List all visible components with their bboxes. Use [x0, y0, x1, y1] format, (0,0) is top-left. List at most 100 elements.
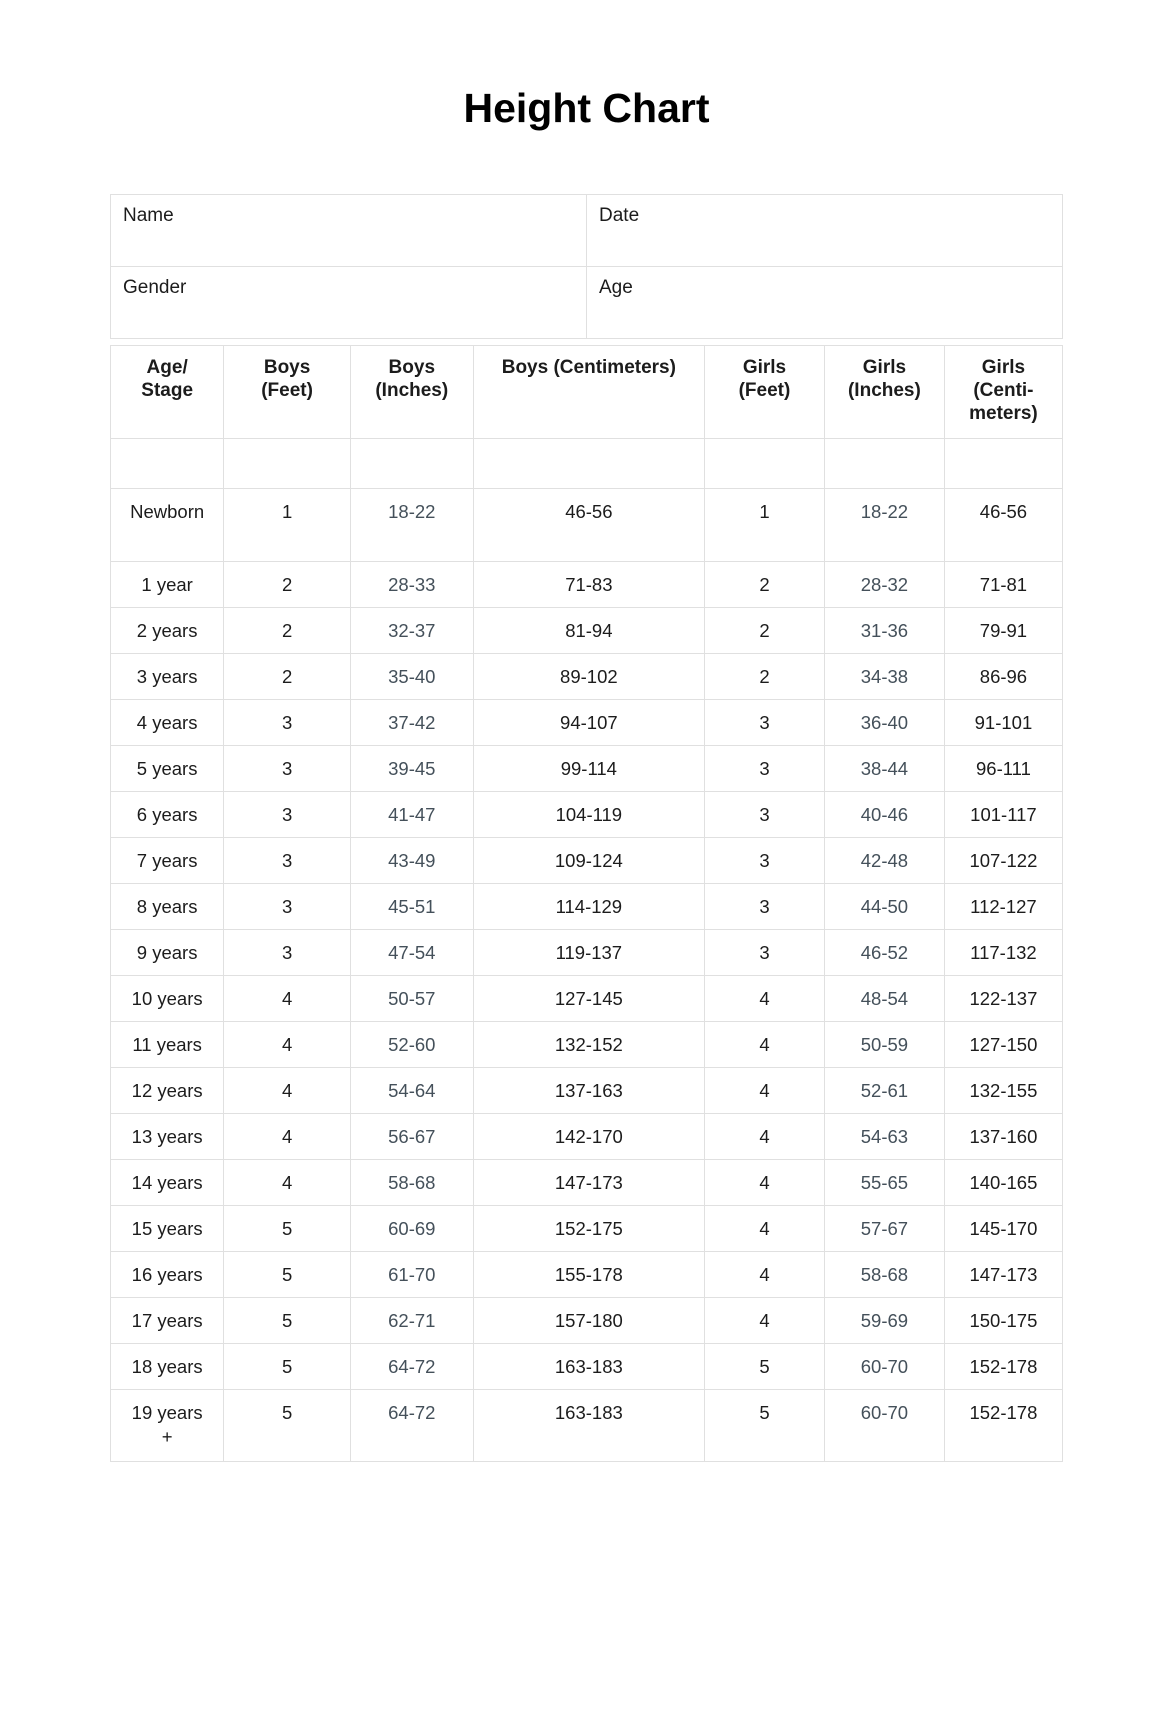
table-row: 14 years 4 58-68 147-173 4 55-65 140-165 [109, 1159, 1064, 1207]
header-line: Boys [388, 357, 436, 379]
boys-cm-cell: 142-170 [472, 1113, 706, 1161]
boys-inches-cell: 32-37 [349, 607, 474, 655]
table-body: Newborn 1 18-22 46-56 1 18-22 46-56 1 year 2 28-3… [109, 488, 1064, 1463]
table-row: 18 years 5 64-72 163-183 5 60-70 152-178 [109, 1343, 1064, 1391]
table-row: 3 years 2 35-40 89-102 2 34-38 86-96 [109, 653, 1064, 701]
girls-feet-cell: 1 [704, 488, 825, 563]
girls-inches-cell: 36-40 [823, 699, 945, 747]
girls-cm-cell: 46-56 [943, 488, 1064, 563]
age-cell: 10 years [109, 975, 225, 1023]
girls-cm-cell: 127-150 [943, 1021, 1064, 1069]
spacer-cell [349, 438, 474, 490]
boys-inches-cell: 47-54 [349, 929, 474, 977]
header-boys-inches: Boys (Inches) [349, 345, 474, 440]
girls-inches-cell: 58-68 [823, 1251, 945, 1299]
gender-field-label: Gender [123, 277, 187, 299]
age-cell: 2 years [109, 607, 225, 655]
boys-feet-cell: 5 [223, 1343, 351, 1391]
boys-cm-cell: 99-114 [472, 745, 706, 793]
girls-feet-cell: 3 [704, 745, 825, 793]
girls-inches-cell: 54-63 [823, 1113, 945, 1161]
boys-inches-cell: 35-40 [349, 653, 474, 701]
name-field-label: Name [123, 205, 174, 227]
header-age-stage: Age/ Stage [109, 345, 225, 440]
boys-feet-cell: 1 [223, 488, 351, 563]
header-line: Girls [742, 357, 787, 379]
girls-inches-cell: 52-61 [823, 1067, 945, 1115]
table-row: 12 years 4 54-64 137-163 4 52-61 132-155 [109, 1067, 1064, 1115]
girls-inches-cell: 42-48 [823, 837, 945, 885]
boys-feet-cell: 2 [223, 561, 351, 609]
boys-cm-cell: 137-163 [472, 1067, 706, 1115]
boys-inches-cell: 60-69 [349, 1205, 474, 1253]
age-cell: 19 years + [109, 1389, 225, 1463]
table-row: 15 years 5 60-69 152-175 4 57-67 145-170 [109, 1205, 1064, 1253]
header-line: Girls [862, 357, 907, 379]
girls-cm-cell: 145-170 [943, 1205, 1064, 1253]
header-line: meters) [969, 403, 1038, 425]
girls-inches-cell: 46-52 [823, 929, 945, 977]
spacer-cell [223, 438, 351, 490]
spacer-cell [943, 438, 1064, 490]
age-cell: 14 years [109, 1159, 225, 1207]
age-field[interactable]: Age [586, 266, 1063, 340]
table-row: Newborn 1 18-22 46-56 1 18-22 46-56 [109, 488, 1064, 563]
boys-feet-cell: 4 [223, 1113, 351, 1161]
girls-cm-cell: 86-96 [943, 653, 1064, 701]
girls-cm-cell: 137-160 [943, 1113, 1064, 1161]
header-girls-feet: Girls (Feet) [704, 345, 825, 440]
boys-cm-cell: 114-129 [472, 883, 706, 931]
boys-feet-cell: 4 [223, 1021, 351, 1069]
table-row: 6 years 3 41-47 104-119 3 40-46 101-117 [109, 791, 1064, 839]
boys-inches-cell: 39-45 [349, 745, 474, 793]
boys-cm-cell: 127-145 [472, 975, 706, 1023]
age-cell: 5 years [109, 745, 225, 793]
girls-feet-cell: 3 [704, 791, 825, 839]
girls-cm-cell: 122-137 [943, 975, 1064, 1023]
header-line: Age/ [146, 357, 188, 379]
boys-feet-cell: 3 [223, 791, 351, 839]
boys-feet-cell: 4 [223, 1159, 351, 1207]
name-field[interactable]: Name [110, 194, 587, 268]
gender-field[interactable]: Gender [110, 266, 587, 340]
boys-feet-cell: 3 [223, 883, 351, 931]
age-cell: 17 years [109, 1297, 225, 1345]
girls-cm-cell: 71-81 [943, 561, 1064, 609]
girls-feet-cell: 4 [704, 1205, 825, 1253]
age-cell: 15 years [109, 1205, 225, 1253]
girls-inches-cell: 18-22 [823, 488, 945, 563]
boys-inches-cell: 61-70 [349, 1251, 474, 1299]
boys-feet-cell: 2 [223, 607, 351, 655]
boys-feet-cell: 3 [223, 837, 351, 885]
boys-feet-cell: 3 [223, 929, 351, 977]
table-row: 5 years 3 39-45 99-114 3 38-44 96-111 [109, 745, 1064, 793]
girls-cm-cell: 96-111 [943, 745, 1064, 793]
date-field[interactable]: Date [586, 194, 1063, 268]
boys-inches-cell: 64-72 [349, 1343, 474, 1391]
boys-cm-cell: 94-107 [472, 699, 706, 747]
age-cell: 12 years [109, 1067, 225, 1115]
boys-feet-cell: 5 [223, 1297, 351, 1345]
girls-feet-cell: 5 [704, 1389, 825, 1463]
boys-inches-cell: 64-72 [349, 1389, 474, 1463]
girls-inches-cell: 59-69 [823, 1297, 945, 1345]
boys-feet-cell: 3 [223, 699, 351, 747]
girls-inches-cell: 28-32 [823, 561, 945, 609]
spacer-cell [823, 438, 945, 490]
girls-feet-cell: 4 [704, 1021, 825, 1069]
table-row: 9 years 3 47-54 119-137 3 46-52 117-132 [109, 929, 1064, 977]
boys-cm-cell: 71-83 [472, 561, 706, 609]
boys-cm-cell: 157-180 [472, 1297, 706, 1345]
boys-cm-cell: 81-94 [472, 607, 706, 655]
girls-feet-cell: 3 [704, 883, 825, 931]
boys-cm-cell: 104-119 [472, 791, 706, 839]
girls-cm-cell: 91-101 [943, 699, 1064, 747]
girls-inches-cell: 55-65 [823, 1159, 945, 1207]
height-table: Age/ Stage Boys (Feet) Boys (Inches) Boy… [109, 345, 1064, 1463]
boys-inches-cell: 45-51 [349, 883, 474, 931]
header-line: Girls [981, 357, 1026, 379]
girls-cm-cell: 132-155 [943, 1067, 1064, 1115]
girls-cm-cell: 152-178 [943, 1343, 1064, 1391]
girls-cm-cell: 147-173 [943, 1251, 1064, 1299]
header-line: (Centi- [973, 380, 1034, 402]
